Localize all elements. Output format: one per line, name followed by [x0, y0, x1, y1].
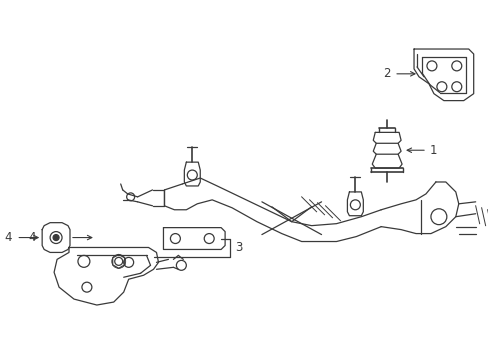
Text: 2: 2: [382, 67, 389, 80]
Text: 3: 3: [235, 241, 242, 254]
Circle shape: [53, 235, 59, 240]
Polygon shape: [413, 49, 473, 100]
Text: 4: 4: [5, 231, 12, 244]
Polygon shape: [42, 223, 70, 252]
Polygon shape: [184, 162, 200, 186]
Polygon shape: [54, 247, 158, 305]
Polygon shape: [346, 192, 363, 216]
Text: 1: 1: [429, 144, 437, 157]
Text: 4: 4: [29, 231, 36, 244]
Polygon shape: [163, 228, 224, 249]
